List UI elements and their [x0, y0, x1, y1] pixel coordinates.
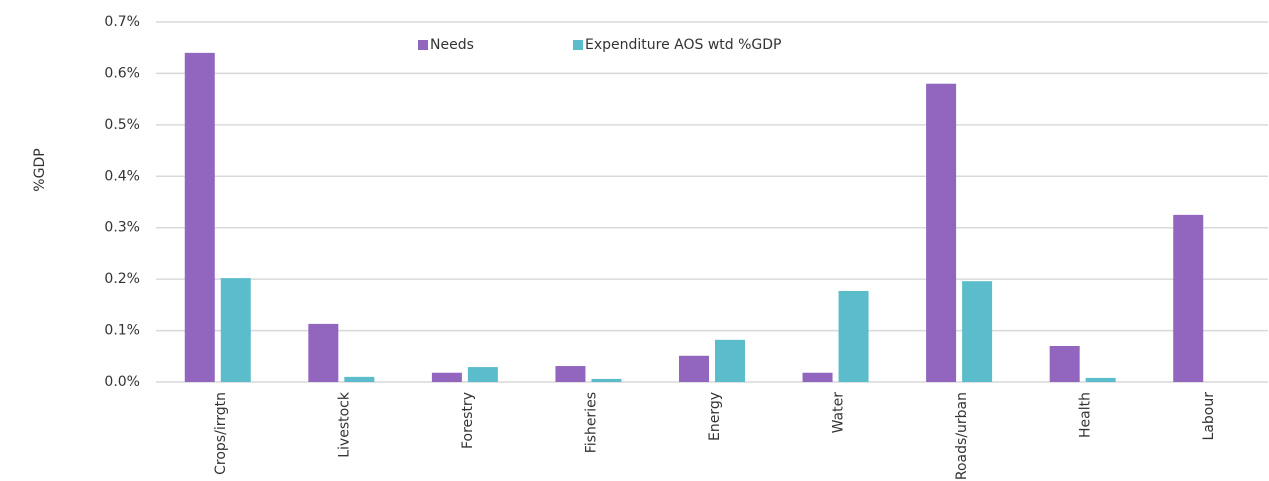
bar: [962, 281, 993, 382]
bar: [1173, 214, 1204, 382]
bar: [802, 372, 833, 382]
y-tick-label: 0.2%: [104, 271, 140, 287]
x-tick-label: Health: [1078, 392, 1094, 438]
bar: [591, 378, 622, 382]
y-tick-label: 0.6%: [104, 65, 140, 81]
y-tick-label: 0.4%: [104, 168, 140, 184]
y-tick-label: 0.5%: [104, 117, 140, 133]
y-tick-label: 0.1%: [104, 323, 140, 339]
x-tick-label: Livestock: [336, 391, 352, 458]
x-tick-label: Water: [831, 392, 847, 434]
legend-swatch: [418, 40, 428, 50]
y-axis-label: %GDP: [32, 148, 48, 191]
bar: [184, 52, 215, 382]
y-tick-label: 0.7%: [104, 14, 140, 30]
bar: [715, 339, 745, 382]
bar: [344, 376, 375, 382]
bar: [555, 366, 586, 382]
x-tick-label: Roads/urban: [954, 392, 970, 480]
bar: [431, 372, 462, 382]
x-tick-label: Energy: [707, 392, 723, 441]
x-tick-label: Forestry: [460, 392, 476, 449]
y-tick-label: 0.0%: [104, 374, 140, 390]
x-tick-label: Crops/irrgtn: [213, 392, 229, 475]
bar: [220, 278, 251, 382]
bar: [467, 367, 498, 382]
bar: [308, 323, 339, 382]
bar: [679, 355, 709, 382]
legend-swatch: [573, 40, 583, 50]
bar: [1085, 377, 1116, 382]
x-tick-label: Labour: [1201, 392, 1217, 441]
y-tick-label: 0.3%: [104, 220, 140, 236]
bar: [838, 290, 869, 382]
legend-label: Needs: [430, 37, 474, 53]
legend-label: Expenditure AOS wtd %GDP: [585, 37, 782, 53]
bar: [1049, 346, 1080, 382]
x-tick-label: Fisheries: [583, 392, 599, 453]
bar: [926, 83, 957, 382]
